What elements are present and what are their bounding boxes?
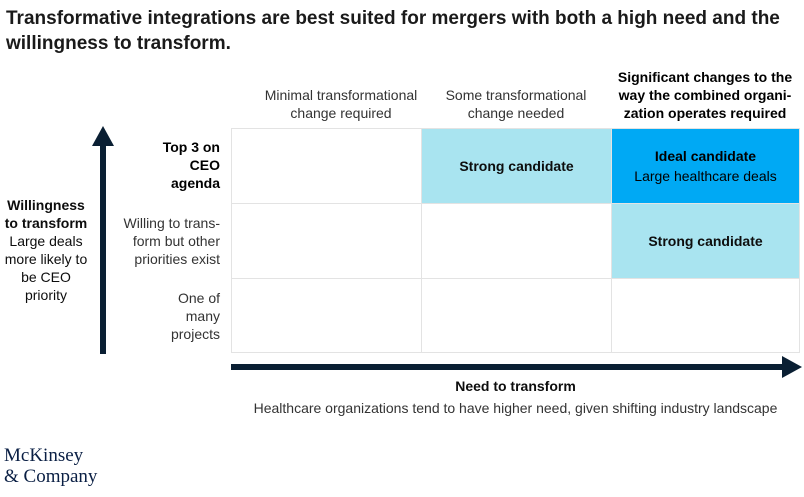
row-header-top3: Top 3 on CEO agenda bbox=[162, 139, 220, 191]
cell-label: Strong candidate bbox=[459, 158, 574, 174]
page-title: Transformative integrations are best sui… bbox=[6, 8, 780, 54]
logo-line-1: McKinsey bbox=[4, 445, 84, 466]
matrix-cell-r2c0 bbox=[231, 278, 422, 353]
y-axis-title: Willingness to transform bbox=[4, 197, 88, 231]
matrix-cell-r1c0 bbox=[231, 203, 422, 279]
column-header-significant: Significant changes to the way the combi… bbox=[617, 69, 793, 121]
matrix-cell-ideal-candidate: Ideal candidate Large healthcare deals bbox=[611, 128, 800, 204]
matrix-cell-r2c2 bbox=[611, 278, 800, 353]
row-header-one-of-many: One of many projects bbox=[170, 290, 220, 342]
cell-label: Strong candidate bbox=[648, 233, 763, 249]
matrix-cell-r1c1 bbox=[421, 203, 612, 279]
x-axis-arrow bbox=[231, 356, 802, 378]
matrix-cell-r2c1 bbox=[421, 278, 612, 353]
y-axis-arrow bbox=[92, 126, 114, 354]
row-header-willing: Willing to trans-form but other prioriti… bbox=[123, 215, 220, 267]
column-header-some: Some transformational change needed bbox=[445, 87, 587, 121]
y-axis-label: Willingness to transform Large deals mor… bbox=[0, 196, 92, 304]
matrix-cell-r0c0 bbox=[231, 128, 422, 204]
logo-line-2: & Company bbox=[4, 466, 98, 487]
cell-label: Ideal candidate bbox=[654, 148, 757, 164]
cell-sublabel: Large healthcare deals bbox=[634, 168, 777, 184]
matrix-grid: Strong candidate Ideal candidate Large h… bbox=[231, 128, 800, 353]
x-axis-subtitle: Healthcare organizations tend to have hi… bbox=[253, 400, 778, 416]
x-axis-title: Need to transform bbox=[455, 378, 576, 394]
y-axis-subtitle: Large deals more likely to be CEO priori… bbox=[4, 233, 88, 303]
column-header-minimal: Minimal transformational change required bbox=[264, 87, 418, 121]
matrix-cell-strong-candidate: Strong candidate bbox=[421, 128, 612, 204]
matrix-cell-strong-candidate-2: Strong candidate bbox=[611, 203, 800, 279]
mckinsey-logo: McKinsey & Company bbox=[4, 445, 97, 487]
